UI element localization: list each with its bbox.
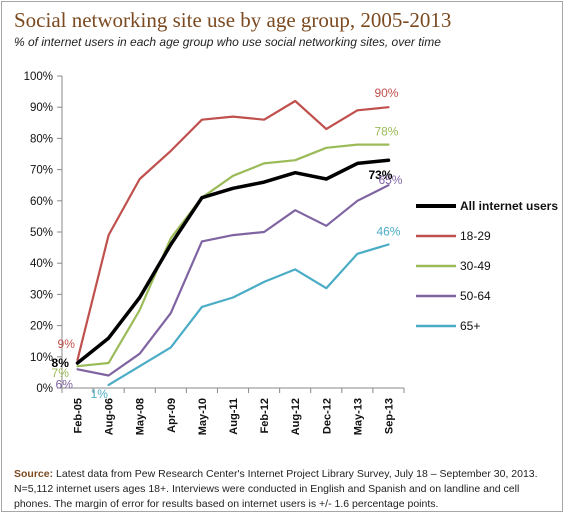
y-tick-label: 90% <box>30 102 53 114</box>
legend-label: 50-64 <box>460 289 491 303</box>
data-label-start: 7% <box>52 366 70 380</box>
x-tick-label: May-13 <box>352 398 364 435</box>
source-label: Source: <box>14 468 54 480</box>
data-label-end: 90% <box>374 86 398 100</box>
y-tick-label: 80% <box>30 133 53 145</box>
series-line-all-internet-users <box>75 158 391 365</box>
y-tick-label: 20% <box>30 321 53 333</box>
series-line-30-49 <box>76 143 390 368</box>
x-tick-label: Sep-13 <box>383 398 395 434</box>
x-tick-label: Feb-05 <box>73 398 85 433</box>
data-label-start: 1% <box>91 387 109 401</box>
y-tick-label: 10% <box>30 352 53 364</box>
legend-label: 30-49 <box>460 259 491 273</box>
source-text: Latest data from Pew Research Center's I… <box>14 468 538 510</box>
x-tick-label: Dec-12 <box>321 398 333 434</box>
data-label-start: 8% <box>52 356 70 370</box>
x-tick-label: Apr-09 <box>166 398 178 433</box>
x-tick-label: May-10 <box>197 398 209 435</box>
y-tick-label: 60% <box>30 196 53 208</box>
series-line-50-64 <box>76 184 390 377</box>
y-tick-label: 0% <box>36 383 53 395</box>
data-label-end: 73% <box>368 168 392 182</box>
data-label-end: 78% <box>374 125 398 139</box>
data-label-end: 65% <box>378 173 402 187</box>
chart-lines <box>75 99 391 386</box>
source-note: Source: Latest data from Pew Research Ce… <box>14 467 554 512</box>
legend-label: All internet users <box>460 199 558 213</box>
y-tick-label: 100% <box>24 71 53 83</box>
chart-legend: All internet users 18-29 30-49 50-64 65+ <box>416 199 558 333</box>
data-label-start: 6% <box>56 377 74 391</box>
y-tick-label: 40% <box>30 258 53 270</box>
data-label-start: 9% <box>58 337 76 351</box>
data-label-end: 46% <box>376 224 400 238</box>
chart-title: Social networking site use by age group,… <box>14 8 452 32</box>
series-line-65- <box>107 243 390 386</box>
x-tick-label: Aug-11 <box>228 398 240 435</box>
x-tick-label: Aug-06 <box>104 398 116 435</box>
y-tick-label: 30% <box>30 289 53 301</box>
legend-label: 18-29 <box>460 229 491 243</box>
y-tick-label: 50% <box>30 227 53 239</box>
x-tick-label: Feb-12 <box>259 398 271 433</box>
chart-data-labels: 8% 73% 9% 90% 7% 78% 6% 65% 1% 46% <box>52 86 403 401</box>
chart-subtitle: % of internet users in each age group wh… <box>14 35 441 49</box>
x-tick-label: May-08 <box>135 398 147 435</box>
y-tick-label: 70% <box>30 165 53 177</box>
series-line-18-29 <box>76 99 390 361</box>
chart-axes: 0% 10% 20% 30% 40% 50% 60% 70% 80% 90% 100% Feb-05 A… <box>24 71 405 435</box>
legend-label: 65+ <box>460 319 480 333</box>
x-tick-label: Aug-12 <box>290 398 302 435</box>
